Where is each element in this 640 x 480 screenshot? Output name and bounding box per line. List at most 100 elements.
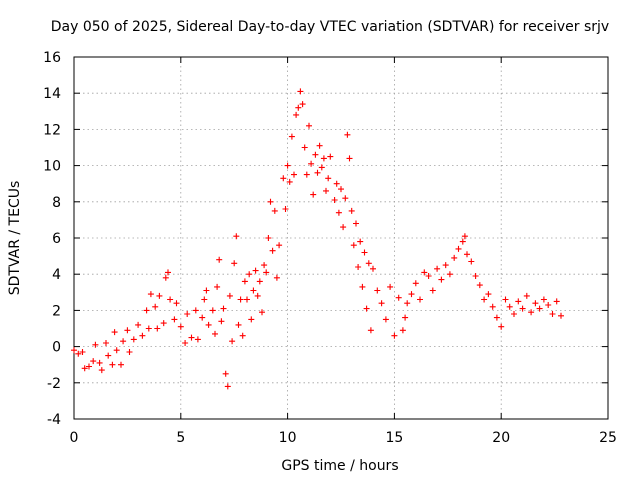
data-point — [71, 347, 77, 354]
data-point — [338, 186, 344, 193]
data-point — [235, 321, 242, 328]
y-tick-label: 8 — [52, 195, 61, 211]
data-point — [502, 296, 509, 303]
data-point — [109, 361, 116, 368]
data-point — [391, 332, 398, 339]
data-point — [156, 292, 163, 299]
data-point — [434, 265, 441, 272]
data-point — [118, 361, 124, 368]
data-point — [387, 283, 394, 290]
data-point — [485, 291, 492, 298]
data-point — [344, 131, 351, 138]
data-point — [455, 245, 462, 252]
data-point — [111, 329, 118, 336]
data-point — [498, 323, 505, 330]
data-point — [284, 162, 291, 169]
data-point — [103, 340, 109, 346]
data-point — [139, 332, 146, 339]
y-tick-label: 0 — [52, 340, 61, 356]
data-point — [515, 298, 522, 305]
y-tick-label: 4 — [52, 267, 61, 283]
data-point — [293, 111, 300, 118]
y-tick-label: 14 — [43, 86, 61, 102]
data-point — [306, 122, 312, 129]
data-point — [331, 197, 338, 203]
data-point — [222, 370, 229, 377]
data-point — [340, 224, 347, 231]
data-point — [408, 291, 415, 298]
data-point — [167, 296, 174, 303]
data-point — [506, 303, 513, 310]
data-point — [532, 300, 539, 307]
data-point — [417, 296, 423, 303]
data-point — [359, 283, 366, 290]
y-tick-label: 2 — [52, 303, 61, 319]
data-point — [299, 101, 306, 108]
data-point — [81, 365, 88, 372]
data-point — [528, 309, 535, 316]
data-point — [303, 171, 310, 178]
y-tick-label: 6 — [52, 231, 61, 247]
data-point — [374, 287, 381, 294]
data-point — [446, 271, 453, 278]
x-axis-label: GPS time / hours — [281, 458, 398, 474]
data-point — [476, 282, 483, 289]
data-point — [205, 321, 212, 328]
data-point — [165, 269, 171, 276]
data-point — [231, 260, 238, 267]
data-point — [320, 155, 327, 162]
data-point — [145, 325, 152, 332]
data-point — [325, 175, 332, 182]
data-point — [378, 300, 385, 307]
data-point — [218, 318, 225, 325]
data-point — [291, 171, 297, 178]
data-point — [404, 300, 411, 307]
data-point — [216, 256, 223, 263]
data-point — [553, 298, 560, 305]
data-point — [357, 238, 364, 245]
data-point — [92, 341, 99, 348]
data-point — [472, 273, 479, 279]
data-point — [147, 291, 154, 298]
data-point — [135, 321, 142, 328]
data-point — [438, 276, 445, 283]
data-point — [489, 303, 496, 310]
data-point — [241, 278, 248, 285]
data-point — [130, 336, 137, 343]
data-point — [269, 247, 276, 254]
x-tick-label: 25 — [599, 430, 617, 446]
y-tick-label: -4 — [47, 412, 61, 428]
data-point — [346, 155, 353, 162]
data-point — [464, 251, 470, 258]
data-point — [429, 287, 436, 294]
data-point — [295, 104, 302, 111]
data-point — [226, 292, 233, 299]
data-point — [126, 349, 133, 355]
plot-frame — [73, 56, 609, 420]
data-point — [355, 264, 362, 270]
y-tick-label: 10 — [43, 159, 61, 175]
data-point — [363, 305, 370, 312]
data-point — [256, 278, 263, 285]
y-axis-label: SDTVAR / TECUs — [7, 181, 23, 296]
data-point — [261, 262, 268, 269]
data-point — [348, 207, 355, 214]
data-point — [442, 262, 449, 269]
x-tick-label: 10 — [279, 430, 297, 446]
data-point — [254, 292, 261, 299]
data-point — [267, 198, 274, 205]
data-point — [273, 274, 280, 281]
data-point — [316, 142, 323, 149]
data-point — [297, 88, 304, 95]
data-point — [259, 309, 265, 316]
data-point — [162, 274, 169, 281]
data-point — [173, 300, 180, 307]
data-point — [536, 305, 543, 312]
data-point — [86, 363, 92, 370]
data-point — [237, 296, 244, 303]
data-point — [199, 314, 206, 321]
data-points — [71, 88, 564, 390]
data-point — [451, 254, 458, 261]
data-point — [318, 164, 325, 171]
data-point — [212, 330, 218, 337]
